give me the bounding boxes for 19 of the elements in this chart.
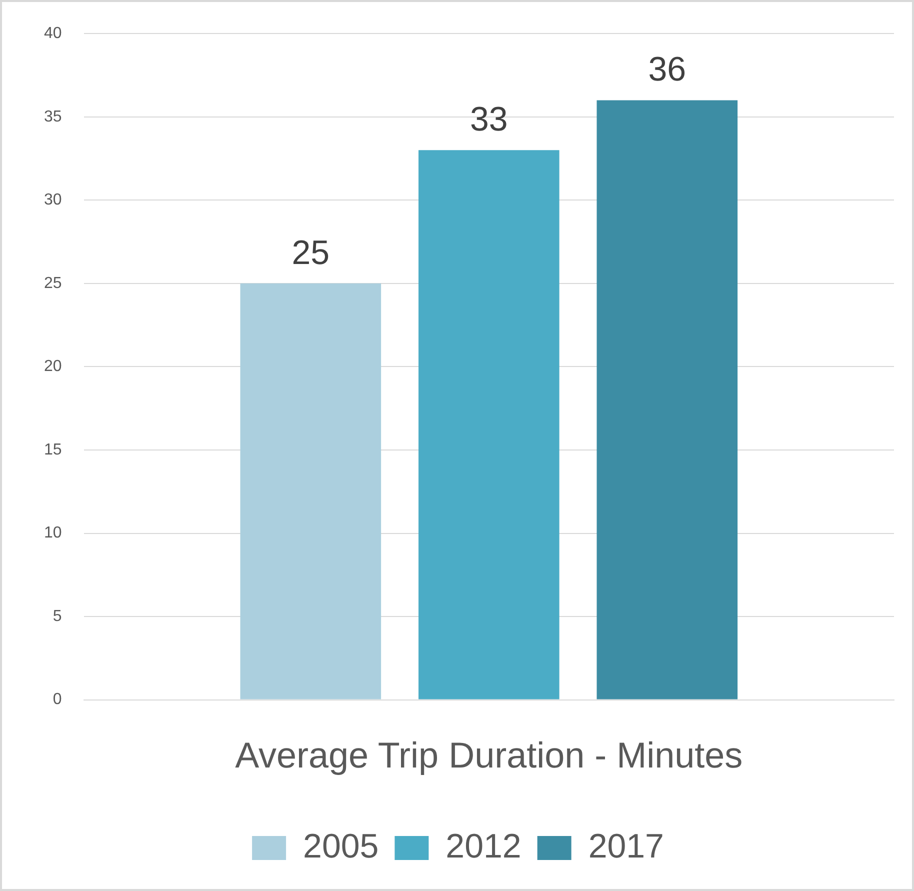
- bar: [596, 100, 738, 700]
- bar: [418, 150, 560, 700]
- x-tick-label: Average Trip Duration - Minutes: [235, 734, 743, 776]
- data-label: 36: [648, 50, 686, 89]
- y-tick-label: 35: [44, 108, 62, 126]
- y-tick-label: 15: [44, 441, 62, 458]
- y-tick-label: 40: [44, 25, 62, 42]
- y-tick-label: 10: [44, 524, 62, 542]
- legend-label: 2017: [588, 827, 664, 866]
- bar: [240, 283, 382, 700]
- y-tick-label: 25: [44, 274, 62, 292]
- y-tick-label: 20: [44, 358, 62, 376]
- legend-label: 2005: [303, 827, 379, 866]
- data-label: 33: [470, 100, 508, 139]
- data-label: 25: [292, 234, 330, 272]
- y-tick-label: 30: [44, 192, 62, 209]
- legend-label: 2012: [446, 827, 522, 866]
- y-tick-label: 5: [52, 608, 62, 625]
- y-tick-label: 0: [52, 691, 62, 708]
